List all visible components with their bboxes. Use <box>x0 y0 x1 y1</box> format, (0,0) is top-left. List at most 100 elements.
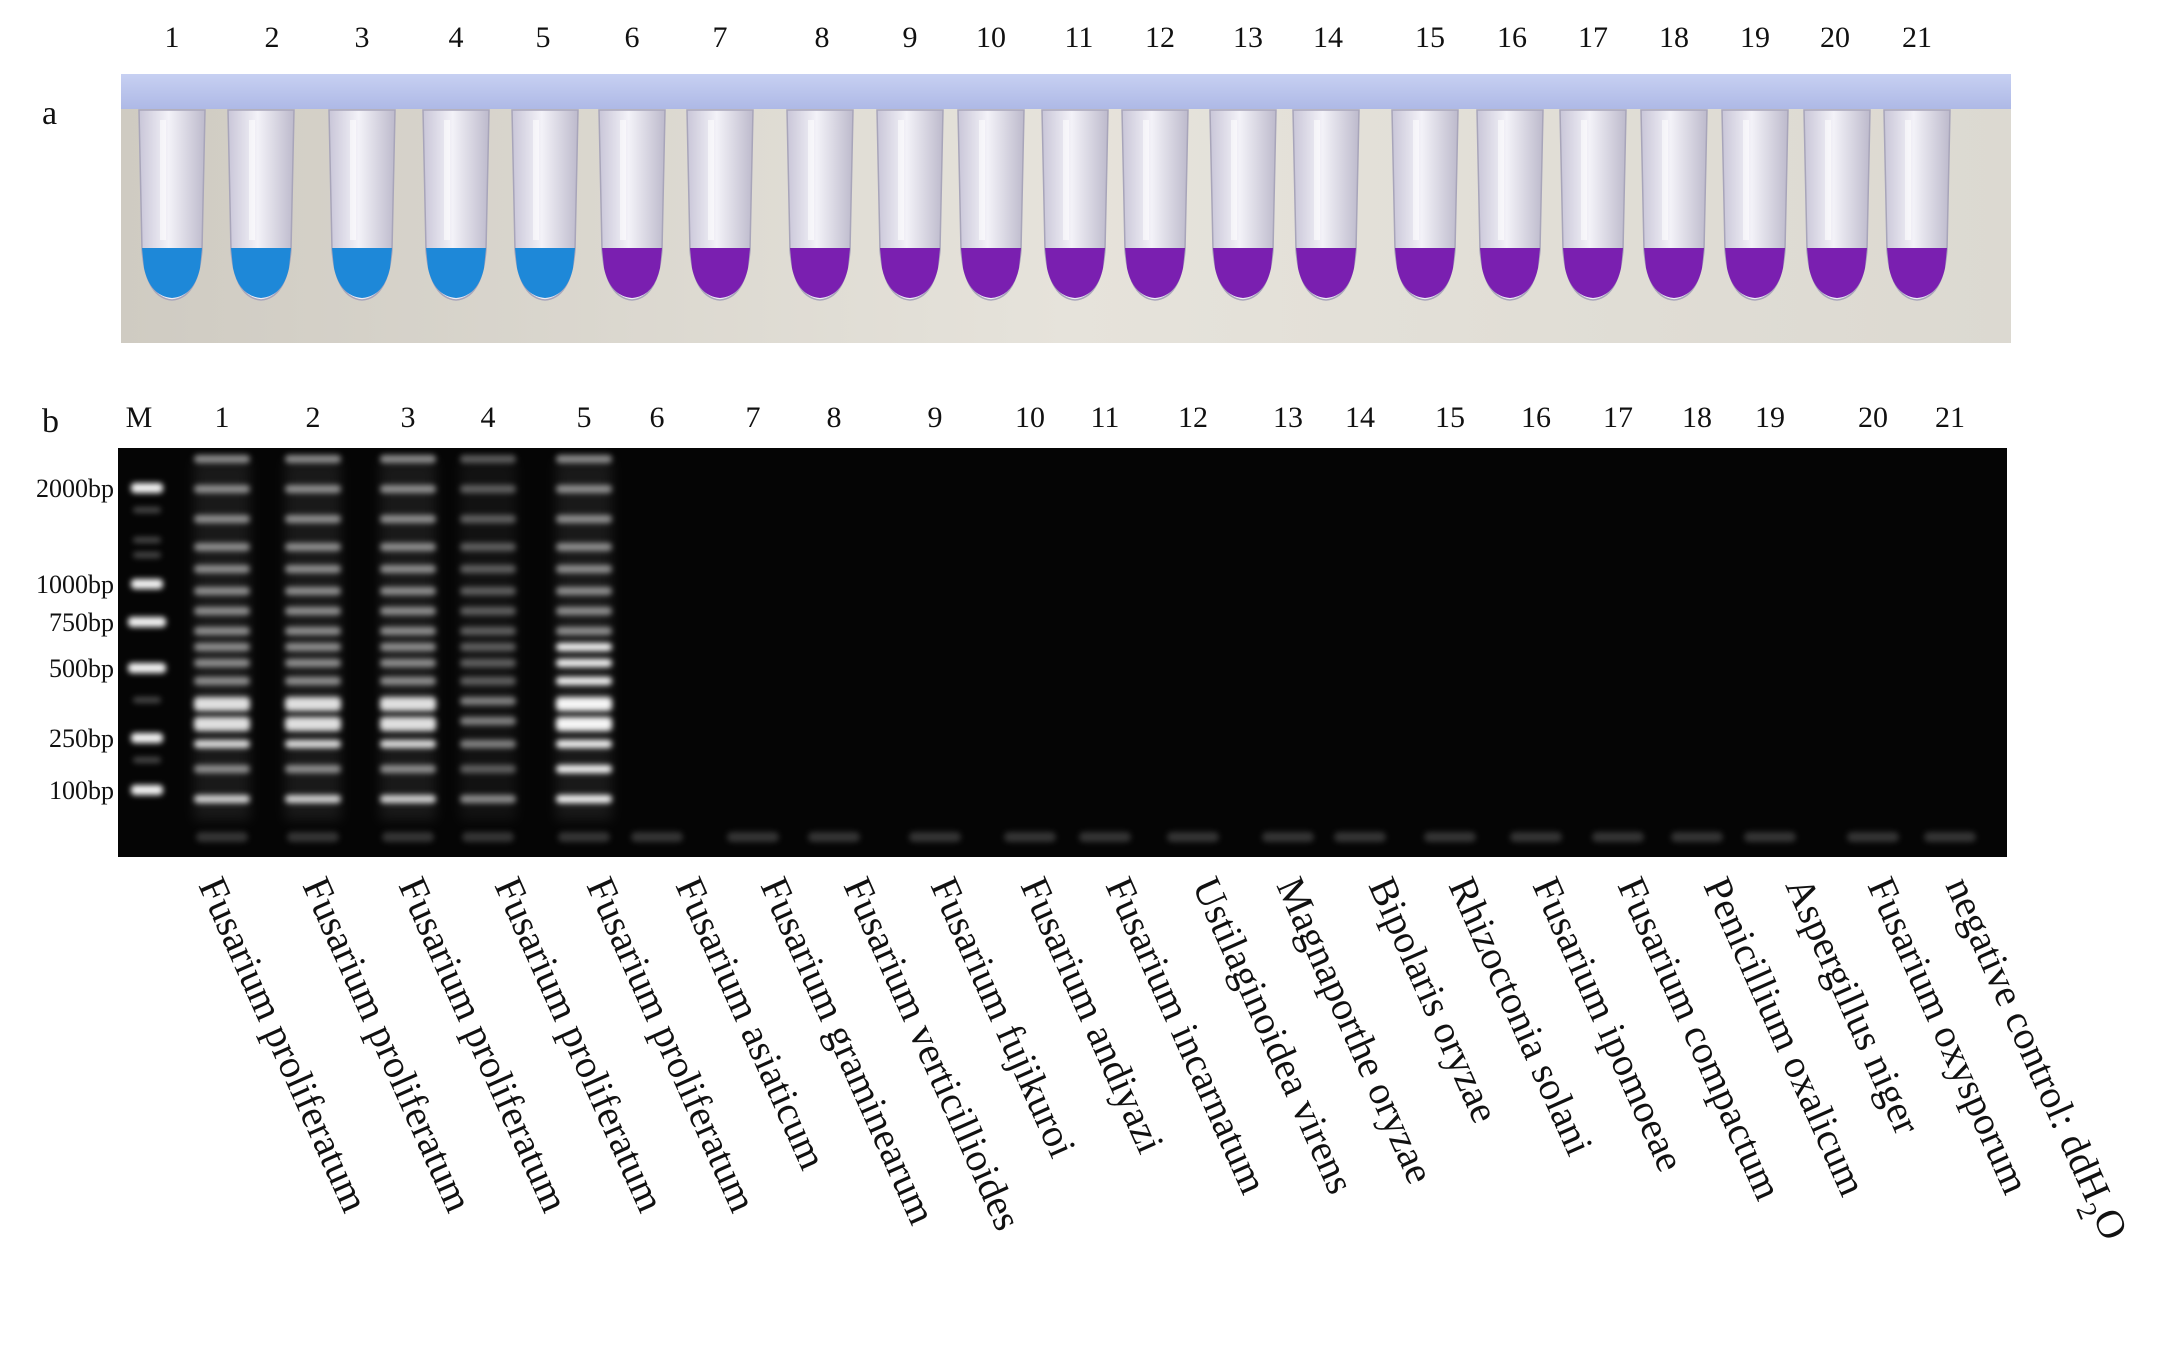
amplicon-band <box>380 627 436 635</box>
amplicon-band <box>285 643 341 651</box>
panel-a-lane-numbers: 1 2 3 4 5 6 7 8 9 10 11 12 13 14 15 16 17 18 19 20 21 <box>165 21 1933 54</box>
primer-dimer-band <box>1847 832 1899 842</box>
tube-highlight <box>350 120 356 240</box>
tube-highlight <box>1743 120 1749 240</box>
amplicon-band <box>460 765 516 773</box>
amplicon-band <box>556 607 612 615</box>
amplicon-band <box>556 659 612 667</box>
tube-liquid <box>1045 248 1105 298</box>
panel-a-lane-number: 2 <box>265 21 280 54</box>
amplicon-band <box>285 455 341 463</box>
tube <box>1391 109 1459 301</box>
tube-liquid <box>790 248 850 298</box>
tube-liquid <box>1296 248 1356 298</box>
amplicon-band <box>285 697 341 711</box>
amplicon-band <box>194 543 250 551</box>
tube-highlight <box>1231 120 1237 240</box>
primer-dimer-band <box>1004 832 1056 842</box>
amplicon-band <box>556 515 612 523</box>
panel-b-lane-number: 6 <box>650 401 665 434</box>
tube-liquid <box>1725 248 1785 298</box>
primer-dimer-band <box>727 832 779 842</box>
amplicon-band <box>556 565 612 573</box>
tube-liquid <box>1807 248 1867 298</box>
panel-a-lane-number: 16 <box>1497 21 1527 54</box>
tube <box>511 109 579 301</box>
tube-liquid <box>142 248 202 298</box>
tube-liquid <box>1213 248 1273 298</box>
tube-liquid <box>1887 248 1947 298</box>
amplicon-band <box>380 717 436 731</box>
amplicon-band <box>380 740 436 748</box>
amplicon-band <box>194 515 250 523</box>
tube-liquid <box>1644 248 1704 298</box>
amplicon-band <box>556 740 612 748</box>
amplicon-band <box>460 515 516 523</box>
amplicon-band <box>460 740 516 748</box>
tube-highlight <box>1413 120 1419 240</box>
amplicon-band <box>285 740 341 748</box>
tube-highlight <box>1581 120 1587 240</box>
amplicon-band <box>285 659 341 667</box>
amplicon-band <box>194 717 250 731</box>
tube <box>786 109 854 301</box>
primer-dimer-band <box>1262 832 1314 842</box>
tube-highlight <box>444 120 450 240</box>
panel-b-lane-number: 5 <box>577 401 592 434</box>
amplicon-band <box>194 455 250 463</box>
primer-dimer-band <box>1510 832 1562 842</box>
ladder-band <box>131 733 163 743</box>
primer-dimer-band <box>909 832 961 842</box>
primer-dimer-band <box>1079 832 1131 842</box>
amplicon-band <box>194 659 250 667</box>
amplicon-band <box>194 627 250 635</box>
amplicon-band <box>194 587 250 595</box>
amplicon-band <box>285 607 341 615</box>
amplicon-band <box>380 485 436 493</box>
panel-b-lane-number: 12 <box>1178 401 1208 434</box>
panel-b-lane-number: 11 <box>1091 401 1120 434</box>
tube <box>227 109 295 301</box>
tube-highlight <box>1498 120 1504 240</box>
amplicon-band <box>380 659 436 667</box>
tube-highlight <box>1825 120 1831 240</box>
tube-strip-cap <box>121 74 2011 109</box>
panel-a-lane-number: 14 <box>1313 21 1343 54</box>
tube-highlight <box>808 120 814 240</box>
ladder-faint-band <box>133 507 161 513</box>
panel-b-lane-number: 15 <box>1435 401 1465 434</box>
tube <box>1559 109 1627 301</box>
amplicon-band <box>285 587 341 595</box>
primer-dimer-band <box>382 832 434 842</box>
panel-a-lane-number: 9 <box>903 21 918 54</box>
tube-highlight <box>620 120 626 240</box>
tube <box>957 109 1025 301</box>
primer-dimer-band <box>631 832 683 842</box>
panel-b-lane-number: 16 <box>1521 401 1551 434</box>
amplicon-band <box>380 565 436 573</box>
amplicon-band <box>556 795 612 803</box>
panel-b-lane-number: 14 <box>1345 401 1375 434</box>
ladder-faint-band <box>133 757 161 763</box>
amplicon-band <box>460 587 516 595</box>
panel-b-lane-number: 13 <box>1273 401 1303 434</box>
amplicon-band <box>556 643 612 651</box>
tube <box>1883 109 1951 301</box>
tube-highlight <box>708 120 714 240</box>
tube-highlight <box>533 120 539 240</box>
amplicon-band <box>556 697 612 711</box>
amplicon-band <box>285 565 341 573</box>
ladder-band <box>131 785 163 795</box>
ladder-label: 250bp <box>49 724 114 753</box>
panel-a-lane-number: 1 <box>165 21 180 54</box>
tube <box>1803 109 1871 301</box>
panel-a-lane-number: 20 <box>1820 21 1850 54</box>
primer-dimer-band <box>287 832 339 842</box>
panel-a-label: a <box>42 95 57 132</box>
tube-liquid <box>231 248 291 298</box>
amplicon-band <box>194 740 250 748</box>
tube-liquid <box>1125 248 1185 298</box>
ladder-label: 750bp <box>49 608 114 637</box>
amplicon-band <box>380 795 436 803</box>
